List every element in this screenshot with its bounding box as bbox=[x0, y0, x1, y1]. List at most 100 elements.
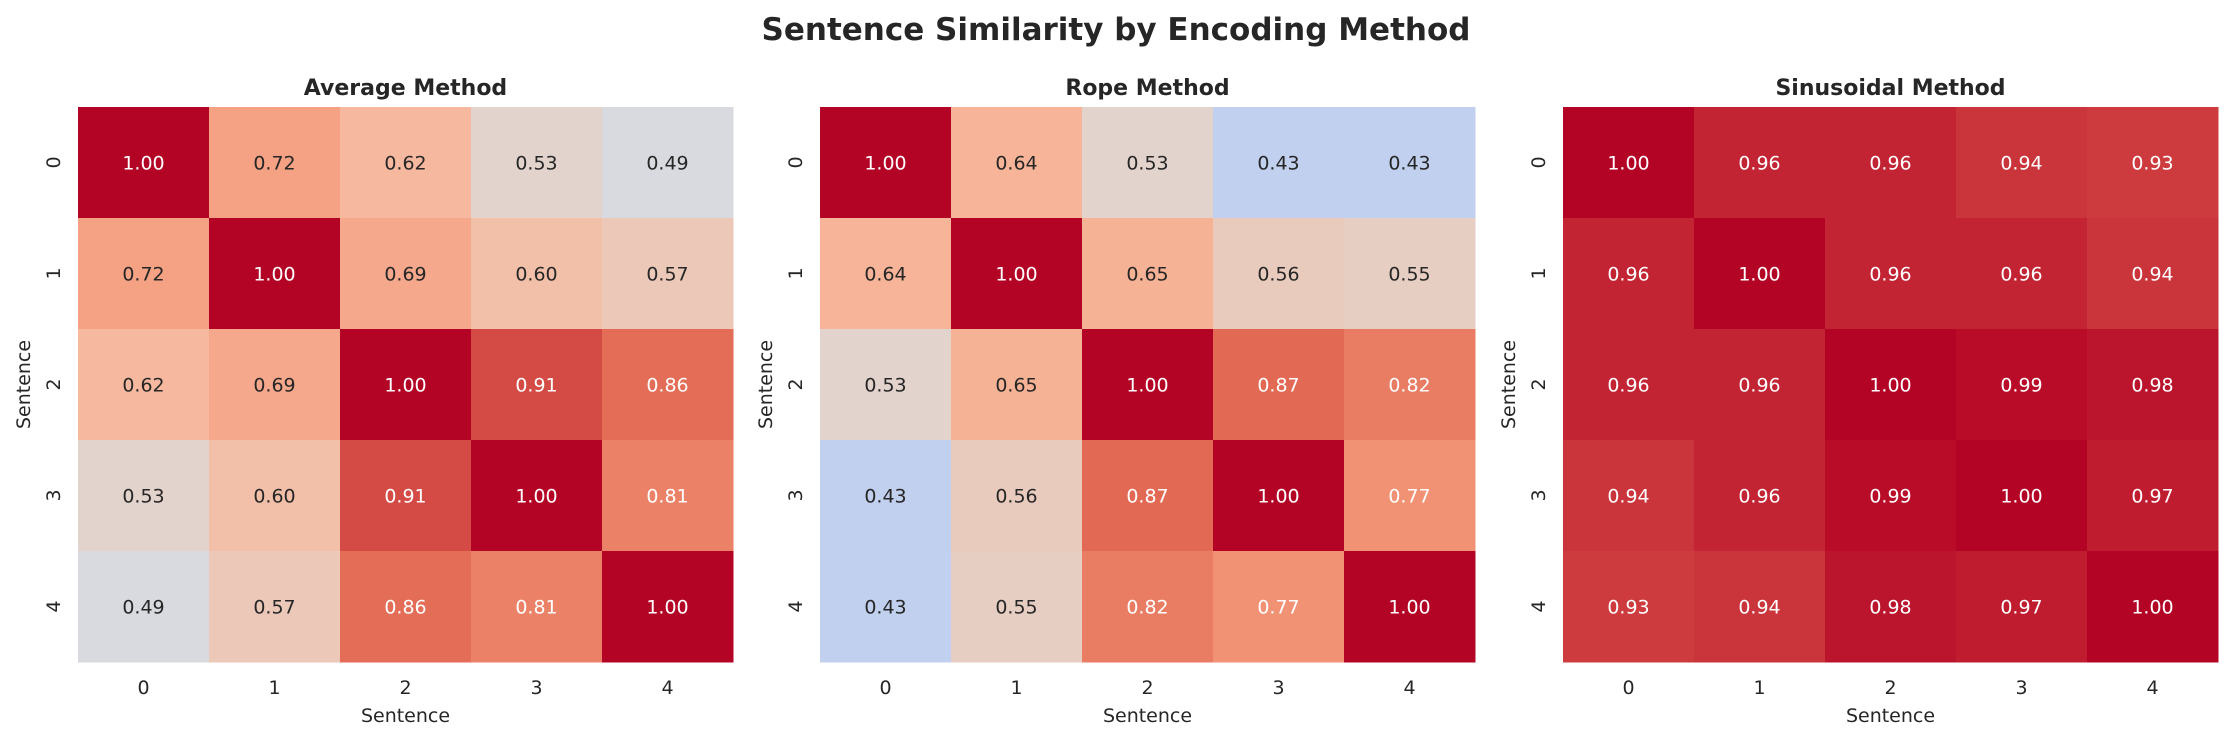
cell-label: 0.65 bbox=[1126, 264, 1168, 286]
cell-label: 0.55 bbox=[1388, 264, 1430, 286]
cell-label: 0.53 bbox=[864, 375, 906, 397]
cell-label: 0.91 bbox=[515, 375, 557, 397]
heatmap-cell bbox=[2087, 551, 2219, 663]
cell-label: 1.00 bbox=[1607, 153, 1649, 175]
heatmap-cell bbox=[951, 218, 1083, 330]
heatmap-cell bbox=[78, 218, 210, 330]
cell-label: 0.97 bbox=[2131, 486, 2173, 508]
x-tick-label: 0 bbox=[1622, 677, 1634, 699]
y-tick-label: 1 bbox=[43, 267, 65, 279]
cell-label: 0.57 bbox=[253, 597, 295, 619]
y-tick-label: 0 bbox=[785, 156, 807, 168]
cell-label: 0.77 bbox=[1388, 486, 1430, 508]
heatmap-cell bbox=[1563, 329, 1695, 441]
cell-label: 0.56 bbox=[1257, 264, 1299, 286]
cell-label: 0.91 bbox=[384, 486, 426, 508]
subplot-title: Rope Method bbox=[1065, 76, 1229, 101]
heatmap-cell bbox=[340, 440, 472, 552]
heatmap-cell bbox=[1563, 107, 1695, 219]
cell-label: 0.43 bbox=[864, 486, 906, 508]
heatmap-cell bbox=[340, 218, 472, 330]
cell-label: 0.96 bbox=[1869, 264, 1911, 286]
cell-label: 0.93 bbox=[2131, 153, 2173, 175]
subplot-title: Average Method bbox=[304, 76, 507, 101]
heatmap-cell bbox=[1213, 551, 1345, 663]
cell-label: 1.00 bbox=[384, 375, 426, 397]
heatmap-cell bbox=[1825, 551, 1957, 663]
heatmap-cell bbox=[951, 329, 1083, 441]
cell-label: 1.00 bbox=[122, 153, 164, 175]
cell-label: 0.65 bbox=[995, 375, 1037, 397]
cell-label: 0.62 bbox=[384, 153, 426, 175]
cell-label: 1.00 bbox=[253, 264, 295, 286]
heatmap-cell bbox=[1956, 440, 2088, 552]
heatmap-cell bbox=[1956, 329, 2088, 441]
heatmap-cell bbox=[1825, 329, 1957, 441]
cell-label: 1.00 bbox=[1126, 375, 1168, 397]
heatmap-cell bbox=[602, 218, 734, 330]
cell-label: 0.87 bbox=[1257, 375, 1299, 397]
heatmap-cell bbox=[1694, 329, 1826, 441]
heatmap-cell bbox=[1082, 551, 1214, 663]
heatmap-cell bbox=[1563, 440, 1695, 552]
x-axis-label: Sentence bbox=[361, 705, 450, 727]
y-tick-label: 3 bbox=[43, 489, 65, 501]
cell-label: 1.00 bbox=[1738, 264, 1780, 286]
x-tick-label: 4 bbox=[2146, 677, 2158, 699]
heatmap-cell bbox=[78, 440, 210, 552]
heatmap-cell bbox=[2087, 329, 2219, 441]
x-tick-label: 1 bbox=[1753, 677, 1765, 699]
heatmap-cell bbox=[820, 107, 952, 219]
heatmap-cell bbox=[1956, 107, 2088, 219]
figure-title: Sentence Similarity by Encoding Method bbox=[762, 12, 1471, 48]
cell-label: 0.94 bbox=[1738, 597, 1780, 619]
heatmap-cell bbox=[1694, 440, 1826, 552]
cell-label: 0.49 bbox=[122, 597, 164, 619]
cell-label: 0.77 bbox=[1257, 597, 1299, 619]
cell-label: 0.97 bbox=[2000, 597, 2042, 619]
cell-label: 0.94 bbox=[2131, 264, 2173, 286]
cell-label: 0.86 bbox=[384, 597, 426, 619]
cell-label: 0.43 bbox=[1388, 153, 1430, 175]
heatmap-cell bbox=[471, 440, 603, 552]
x-tick-label: 2 bbox=[1141, 677, 1153, 699]
y-axis-label: Sentence bbox=[1498, 340, 1520, 429]
heatmap-cell bbox=[1082, 329, 1214, 441]
cell-label: 0.57 bbox=[646, 264, 688, 286]
cell-label: 0.53 bbox=[122, 486, 164, 508]
heatmap-cell bbox=[2087, 107, 2219, 219]
cell-label: 0.72 bbox=[253, 153, 295, 175]
cell-label: 1.00 bbox=[864, 153, 906, 175]
cell-label: 1.00 bbox=[1869, 375, 1911, 397]
cell-label: 0.72 bbox=[122, 264, 164, 286]
cell-label: 0.64 bbox=[864, 264, 906, 286]
heatmap-cell bbox=[78, 329, 210, 441]
heatmap-cell bbox=[340, 551, 472, 663]
heatmap-cell bbox=[1956, 218, 2088, 330]
cell-label: 1.00 bbox=[646, 597, 688, 619]
heatmap-cell bbox=[78, 551, 210, 663]
y-tick-label: 4 bbox=[43, 600, 65, 612]
cell-label: 1.00 bbox=[515, 486, 557, 508]
heatmap-cell bbox=[1213, 107, 1345, 219]
x-tick-label: 3 bbox=[2015, 677, 2027, 699]
y-tick-label: 1 bbox=[1528, 267, 1550, 279]
heatmap-cell bbox=[209, 440, 341, 552]
cell-label: 0.96 bbox=[1738, 153, 1780, 175]
heatmap-cell bbox=[471, 551, 603, 663]
x-axis-label: Sentence bbox=[1103, 705, 1192, 727]
cell-label: 0.82 bbox=[1388, 375, 1430, 397]
y-tick-label: 1 bbox=[785, 267, 807, 279]
heatmap-cell bbox=[1694, 107, 1826, 219]
cell-label: 0.69 bbox=[384, 264, 426, 286]
x-tick-label: 1 bbox=[1010, 677, 1022, 699]
cell-label: 0.99 bbox=[1869, 486, 1911, 508]
heatmap-cell bbox=[471, 218, 603, 330]
heatmap-cell bbox=[340, 329, 472, 441]
heatmap-cell bbox=[1344, 329, 1476, 441]
x-tick-label: 1 bbox=[268, 677, 280, 699]
heatmap-cell bbox=[820, 440, 952, 552]
cell-label: 0.96 bbox=[1738, 375, 1780, 397]
cell-label: 1.00 bbox=[1388, 597, 1430, 619]
cell-label: 0.96 bbox=[1869, 153, 1911, 175]
